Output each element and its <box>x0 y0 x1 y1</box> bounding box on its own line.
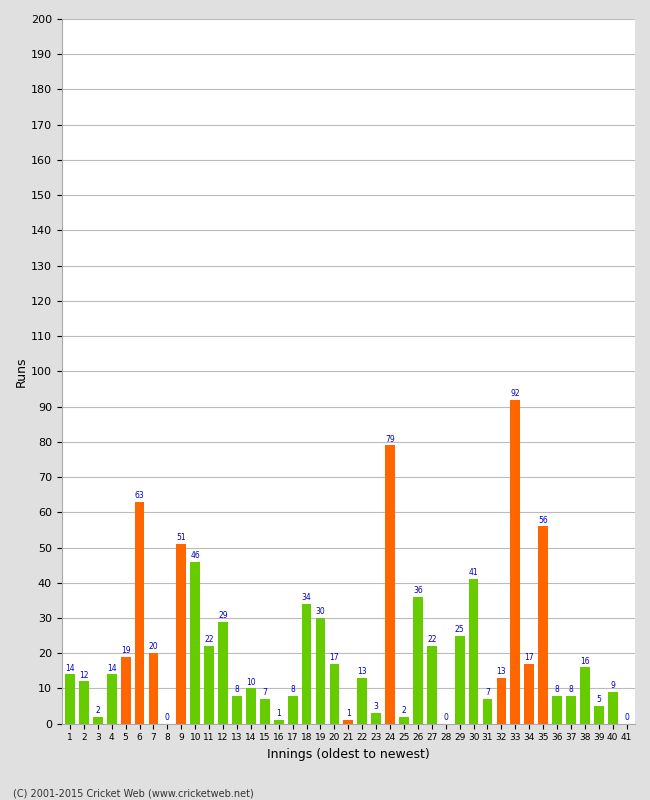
Bar <box>316 618 326 724</box>
Bar <box>427 646 437 724</box>
Bar <box>580 667 590 724</box>
Bar <box>274 720 283 724</box>
Text: 0: 0 <box>165 713 170 722</box>
Bar <box>65 674 75 724</box>
Text: 36: 36 <box>413 586 422 595</box>
Text: 3: 3 <box>374 702 378 711</box>
Bar <box>135 502 144 724</box>
Text: 46: 46 <box>190 551 200 560</box>
Bar <box>566 695 576 724</box>
Text: 16: 16 <box>580 657 590 666</box>
Text: 63: 63 <box>135 491 144 500</box>
Bar <box>510 399 520 724</box>
Text: 13: 13 <box>497 667 506 676</box>
Bar <box>343 720 353 724</box>
Bar <box>358 678 367 724</box>
Text: 41: 41 <box>469 569 478 578</box>
Text: 25: 25 <box>455 625 465 634</box>
Text: 10: 10 <box>246 678 255 686</box>
Bar <box>413 597 422 724</box>
Text: 1: 1 <box>346 710 351 718</box>
Bar <box>608 692 617 724</box>
Bar <box>538 526 548 724</box>
Text: 34: 34 <box>302 593 311 602</box>
Bar <box>455 636 465 724</box>
Text: 7: 7 <box>263 688 267 698</box>
Bar <box>260 699 270 724</box>
Text: 8: 8 <box>554 685 560 694</box>
Text: 20: 20 <box>149 642 159 651</box>
Bar <box>107 674 116 724</box>
Text: 17: 17 <box>525 653 534 662</box>
Text: 2: 2 <box>402 706 406 715</box>
Bar <box>246 689 255 724</box>
Text: 13: 13 <box>358 667 367 676</box>
Text: 14: 14 <box>107 664 116 673</box>
Bar <box>190 562 200 724</box>
Text: 22: 22 <box>204 635 214 645</box>
Bar <box>497 678 506 724</box>
Text: 1: 1 <box>276 710 281 718</box>
Bar <box>330 664 339 724</box>
Text: 8: 8 <box>569 685 573 694</box>
Text: 29: 29 <box>218 610 228 620</box>
Text: 30: 30 <box>316 607 326 616</box>
Bar <box>371 713 381 724</box>
Bar <box>176 544 186 724</box>
Bar <box>482 699 492 724</box>
Text: 51: 51 <box>177 534 186 542</box>
Text: (C) 2001-2015 Cricket Web (www.cricketweb.net): (C) 2001-2015 Cricket Web (www.cricketwe… <box>13 788 254 798</box>
Text: 7: 7 <box>485 688 490 698</box>
Text: 5: 5 <box>597 695 601 704</box>
Text: 22: 22 <box>427 635 437 645</box>
Bar <box>469 579 478 724</box>
Text: 2: 2 <box>96 706 100 715</box>
Text: 56: 56 <box>538 516 548 525</box>
Y-axis label: Runs: Runs <box>15 356 28 386</box>
Bar <box>385 446 395 724</box>
Text: 14: 14 <box>65 664 75 673</box>
X-axis label: Innings (oldest to newest): Innings (oldest to newest) <box>267 748 430 761</box>
Text: 19: 19 <box>121 646 131 655</box>
Text: 0: 0 <box>624 713 629 722</box>
Bar <box>204 646 214 724</box>
Text: 17: 17 <box>330 653 339 662</box>
Bar <box>288 695 298 724</box>
Text: 0: 0 <box>443 713 448 722</box>
Bar <box>121 657 131 724</box>
Bar <box>149 654 159 724</box>
Bar <box>302 604 311 724</box>
Bar <box>232 695 242 724</box>
Text: 8: 8 <box>235 685 239 694</box>
Bar <box>552 695 562 724</box>
Bar <box>399 717 409 724</box>
Bar <box>93 717 103 724</box>
Bar <box>594 706 604 724</box>
Text: 9: 9 <box>610 682 615 690</box>
Text: 12: 12 <box>79 670 88 680</box>
Text: 79: 79 <box>385 434 395 443</box>
Text: 8: 8 <box>291 685 295 694</box>
Text: 92: 92 <box>510 389 520 398</box>
Bar <box>218 622 228 724</box>
Bar <box>525 664 534 724</box>
Bar <box>79 682 89 724</box>
